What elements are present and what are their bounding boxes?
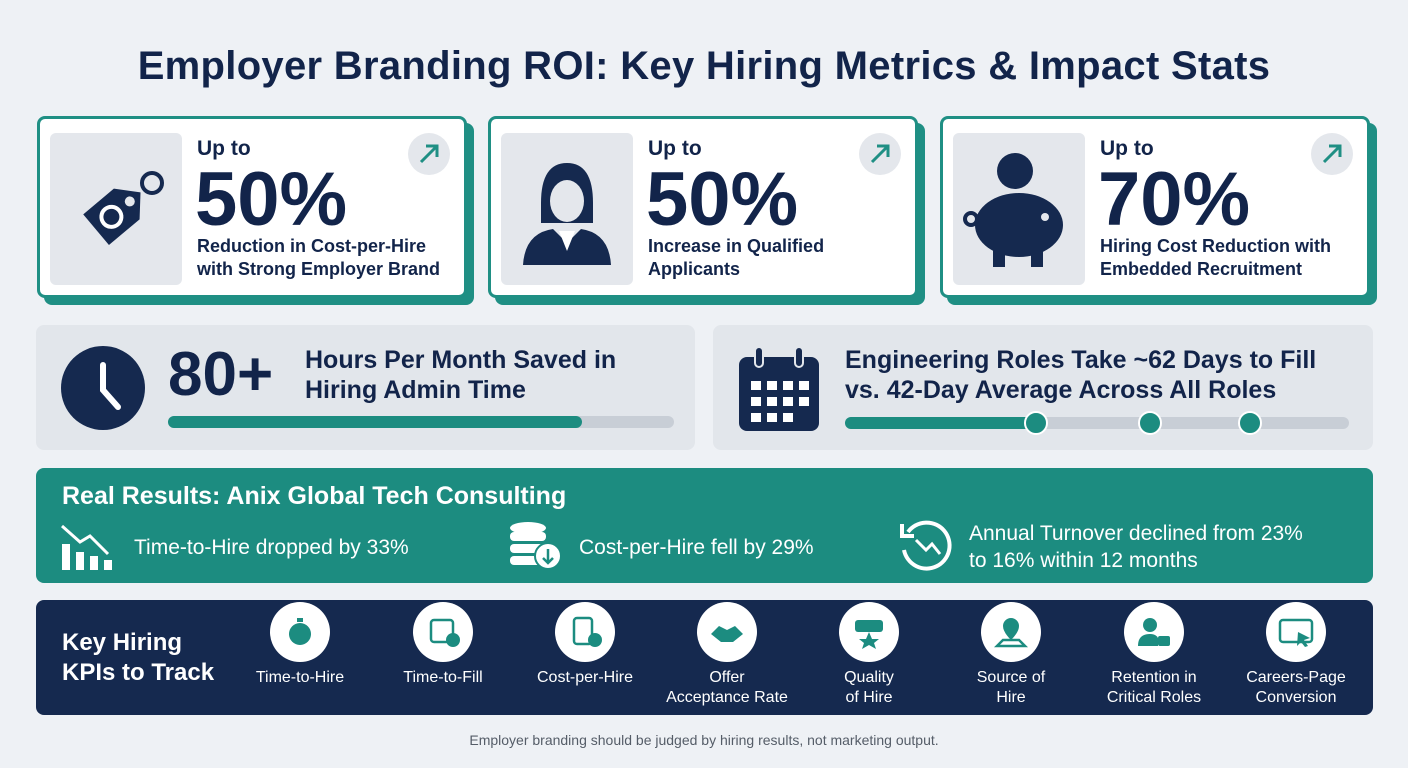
kpi-icon [1266,602,1326,662]
trend-icon [859,133,901,175]
prefix: Up to [197,137,251,160]
stat-description: Hiring Cost Reduction with Embedded Recr… [1100,236,1331,279]
kpi-label: Quality of Hire [844,669,894,706]
person-icon [523,163,611,265]
kpi-panel: Key Hiring KPIs to Track Time-to-Hire Tim… [36,600,1373,715]
kpi-icon [839,602,899,662]
kpi-label: Cost-per-Hire [536,669,633,686]
icon-box [953,133,1085,285]
calendar-icon [739,346,819,431]
kpi-glyph [993,618,1029,648]
kpi-icon [413,602,473,662]
stat-value: 70% [1098,157,1251,242]
chart-down-icon [61,524,112,570]
kpi-title: Key Hiring KPIs to Track [62,629,215,686]
result: Time-to-Hire dropped by 33% [134,536,409,559]
footer-note: Employer branding should be judged by hi… [469,732,939,748]
icon-box [501,133,633,285]
stat-description: Increase in Qualified Applicants [648,236,825,279]
kpi-icon [697,602,757,662]
kpi-label: Offer Acceptance Rate [666,669,788,706]
coins-icon [510,522,562,570]
kpi-glyph [1278,618,1314,647]
kpi-label: Time-to-Hire [255,669,345,686]
stat-panel: 80+ Hours Per Month Saved in Hiring Admi… [36,325,695,450]
kpi-icon [270,602,330,662]
prefix: Up to [648,137,702,160]
title: Employer Branding ROI: Key Hiring Metric… [137,44,1271,88]
turnover-icon [900,520,952,571]
kpi-icon [1124,602,1184,662]
kpi-glyph [1138,618,1170,646]
kpi-glyph [711,626,743,642]
kpi-label: Careers-Page Conversion [1246,669,1346,706]
kpi-icon [555,602,615,662]
stat-description: Reduction in Cost-per-Hire with Strong E… [197,236,441,279]
stat-panel: Engineering Roles Take ~62 Days to Fill … [713,325,1373,450]
stat-description: Hours Per Month Saved in Hiring Admin Ti… [305,346,617,404]
highlight-card: Up to 50% Increase in Qualified Applican… [488,116,918,298]
stat-description: Engineering Roles Take ~62 Days to Fill … [845,346,1317,404]
case-study-panel: Real Results: Anix Global Tech Consultin… [36,468,1373,583]
stat-value: 50% [195,157,348,242]
kpi-glyph [289,618,311,645]
result: Cost-per-Hire fell by 29% [579,536,814,559]
trend-icon [408,133,450,175]
stat-value: 50% [646,157,799,242]
trend-icon [1311,133,1353,175]
kpi-glyph [429,618,460,647]
kpi-label: Source of Hire [976,669,1046,706]
kpi-icon [981,602,1041,662]
price-tag-icon [83,171,164,246]
stat-value: 80+ [168,340,274,409]
kpi-label: Retention in Critical Roles [1106,669,1202,706]
kpi-label: Time-to-Fill [403,669,483,686]
progress-bar [168,416,674,428]
kpi-glyph [855,620,883,649]
case-study-title: Real Results: Anix Global Tech Consultin… [62,482,567,510]
highlight-card: Up to 50% Reduction in Cost-per-Hire wit… [37,116,467,298]
slider [845,411,1349,435]
prefix: Up to [1100,137,1154,160]
kpi-glyph [572,616,602,647]
result: Annual Turnover declined from 23% to 16%… [969,522,1303,572]
piggy-bank-icon [963,153,1063,267]
clock-icon [61,346,145,430]
icon-box [50,133,182,285]
highlight-card: Up to 70% Hiring Cost Reduction with Emb… [940,116,1370,298]
